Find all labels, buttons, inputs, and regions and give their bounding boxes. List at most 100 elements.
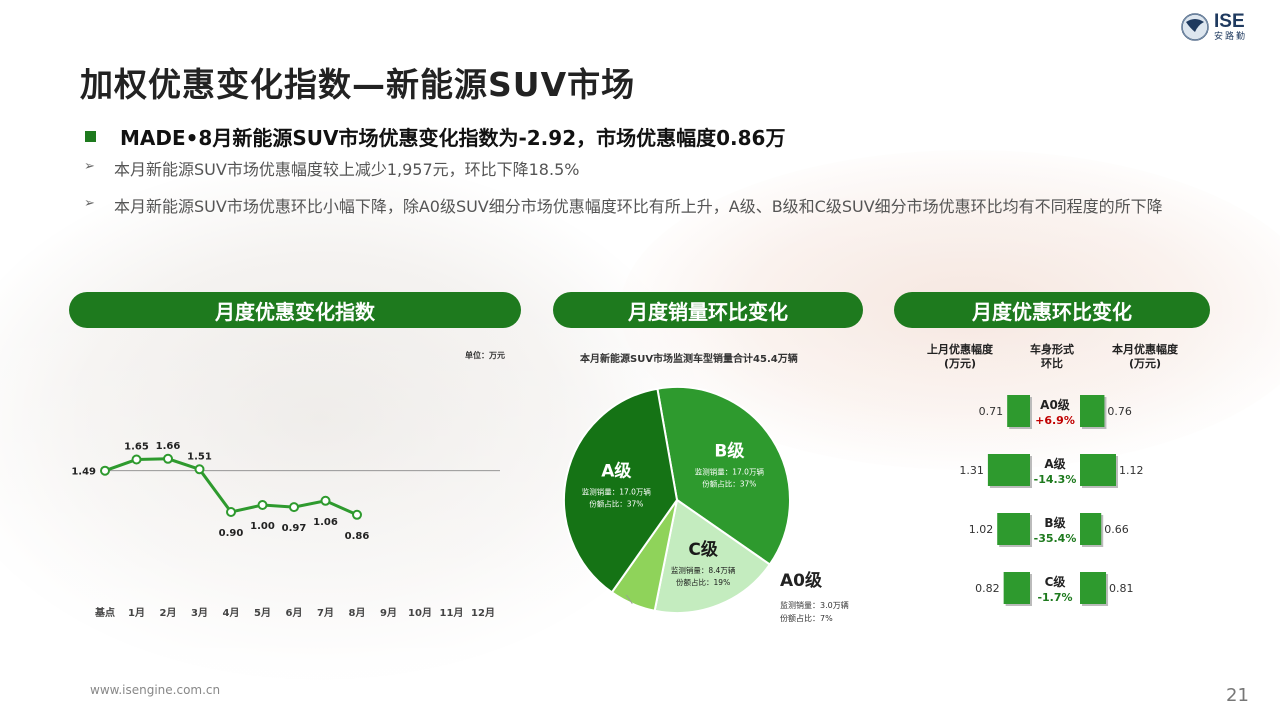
headline-square-icon [85,131,96,142]
slice-detail: 监测销量：17.0万辆 [695,467,765,477]
column-header-current: 本月优惠幅度 (万元) [1100,343,1190,371]
segment-label: B级 [1044,515,1065,530]
data-point [194,464,205,475]
previous-value-label: 0.82 [975,582,1000,595]
column-header-previous: 上月优惠幅度 (万元) [915,343,1005,371]
x-tick-label: 6月 [286,607,303,619]
panel-title-monthly-discount-index: 月度优惠变化指数 [69,292,521,328]
slice-detail: 份额占比：19% [676,577,730,587]
leader-line [625,594,633,605]
previous-value-label: 1.31 [959,464,984,477]
slice-detail: 监测销量：17.0万辆 [582,486,652,496]
x-tick-label: 3月 [191,607,208,619]
x-tick-label: 8月 [349,607,366,619]
data-point [289,502,299,513]
previous-bar [997,513,1030,545]
pie-subtitle: 本月新能源SUV市场监测车型销量合计45.4万辆 [580,354,798,365]
slice-detail: 份额占比：37% [589,498,643,508]
discount-bar-chart: 0.71 0.76 A0级 +6.9% 1.31 1.12 A级 -14.3% 1.02 0.66… [959,395,1144,606]
page-title: 加权优惠变化指数—新能源SUV市场 [80,65,636,104]
previous-bar [1007,395,1030,427]
page-number: 21 [1226,685,1249,706]
previous-bar [1003,572,1030,604]
logo-subtext: 安路勤 [1214,32,1248,42]
bullet-1: ➢ 本月新能源SUV市场优惠幅度较上减少1,957元，环比下降18.5% [84,157,1194,183]
change-label: +6.9% [1035,414,1075,427]
slice-detail: 份额占比：37% [702,479,756,489]
slice-detail: 监测销量：8.4万辆 [671,565,736,575]
headline: MADE•8月新能源SUV市场优惠变化指数为-2.92，市场优惠幅度0.86万 [80,122,785,151]
column-header-current-text: 本月优惠幅度 (万元) [1112,343,1178,370]
headline-text: MADE•8月新能源SUV市场优惠变化指数为-2.92，市场优惠幅度0.86万 [120,126,786,150]
data-label: 1.66 [156,441,181,452]
logo-text: ISE [1214,11,1245,32]
data-point [320,495,331,506]
slice-name: C级 [688,539,717,560]
data-label: 1.00 [250,521,275,532]
change-label: -35.4% [1034,532,1077,545]
current-value-label: 0.66 [1104,523,1129,536]
bullet-text: 本月新能源SUV市场优惠环比小幅下降，除A0级SUV细分市场优惠幅度环比有所上升… [114,197,1163,216]
data-point [226,507,236,517]
data-point [131,454,142,465]
x-tick-label: 1月 [128,607,145,619]
data-label: 0.97 [282,523,307,534]
panel-title-monthly-discount-change: 月度优惠环比变化 [894,292,1210,328]
slice-detail: 监测销量：3.0万辆 [780,600,849,610]
slice-name: B级 [714,441,744,462]
column-header-segment-text: 车身形式 环比 [1030,343,1074,370]
slice-name: A0级 [780,570,822,591]
x-tick-label: 4月 [223,607,240,619]
data-label: 0.90 [219,528,244,539]
column-header-segment: 车身形式 环比 [1012,343,1092,371]
previous-bar [987,454,1030,486]
segment-label: C级 [1045,574,1066,589]
current-bar [1080,513,1102,545]
column-header-previous-text: 上月优惠幅度 (万元) [927,343,993,370]
company-logo: ISE 安路勤 [1180,12,1247,42]
data-point [100,465,110,476]
slice-detail: 份额占比：7% [780,613,833,623]
current-value-label: 0.81 [1109,582,1134,595]
data-point [352,509,362,520]
data-label: 1.49 [71,467,96,478]
change-label: -1.7% [1037,591,1072,604]
segment-label: A0级 [1040,397,1070,412]
data-point [163,453,173,464]
data-label: 1.65 [124,442,149,453]
line-chart: 1.49 1.65 1.66 1.51 0.90 1.00 0.97 1.06 0.86 基点 1月… [71,441,500,619]
arrow-bullet-icon: ➢ [84,159,95,174]
current-value-label: 0.76 [1107,405,1132,418]
data-label: 1.06 [313,517,338,528]
x-tick-label: 11月 [440,607,464,619]
data-point [257,500,268,510]
x-tick-label: 7月 [317,607,334,619]
pie-slice [563,387,679,594]
bullet-text: 本月新能源SUV市场优惠幅度较上减少1,957元，环比下降18.5% [114,160,580,179]
segment-label: A级 [1044,456,1065,471]
x-tick-label: 2月 [160,607,177,619]
pie-slice [653,498,772,614]
bullet-2: ➢ 本月新能源SUV市场优惠环比小幅下降，除A0级SUV细分市场优惠幅度环比有所… [84,194,1194,220]
arrow-bullet-icon: ➢ [84,196,95,211]
x-tick-label: 9月 [380,607,397,619]
footer-url: www.isengine.com.cn [90,683,221,697]
x-tick-label: 10月 [408,607,432,619]
x-tick-label: 基点 [94,606,115,619]
slice-name: A级 [601,460,631,481]
x-tick-label: 5月 [254,607,271,619]
x-tick-label: 12月 [471,607,495,619]
unit-label: 单位：万元 [465,351,505,360]
previous-value-label: 0.71 [979,405,1004,418]
line-series [104,457,358,517]
previous-value-label: 1.02 [969,523,994,536]
current-value-label: 1.12 [1119,464,1144,477]
current-bar [1080,454,1116,486]
data-label: 0.86 [345,531,370,542]
globe-logo-icon [1181,13,1209,41]
pie-chart: B级监测销量：17.0万辆份额占比：37%C级监测销量：8.4万辆份额占比：19… [563,386,849,623]
pie-slice [656,386,791,566]
change-label: -14.3% [1034,473,1077,486]
data-label: 1.51 [187,451,212,462]
panel-title-monthly-sales-change: 月度销量环比变化 [553,292,863,328]
